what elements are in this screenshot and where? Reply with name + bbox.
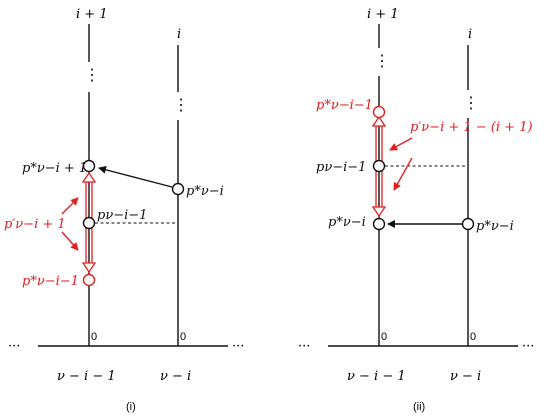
- annotation-label: p′ν−i + 1: [4, 217, 66, 232]
- label-point-bottom: p*ν−i−1: [22, 274, 79, 289]
- zero-left: 0: [381, 331, 387, 343]
- label-bottom-right: ν − i: [450, 369, 481, 384]
- annotation-arrow-up: [61, 197, 79, 215]
- point-bottom: [372, 217, 386, 231]
- vertical-ellipsis-left: ⋮: [84, 65, 100, 84]
- zero-right: 0: [470, 331, 476, 343]
- zero-right: 0: [180, 331, 186, 343]
- caption-ii: (ii): [413, 401, 425, 413]
- ellipsis-left: ···: [8, 339, 20, 354]
- zero-left: 0: [91, 331, 97, 343]
- label-bottom-left: ν − i − 1: [347, 369, 406, 384]
- label-column-i: i: [177, 27, 181, 42]
- label-point-mid: pν−i−1: [97, 208, 147, 223]
- point-top: [372, 105, 386, 119]
- annotation-label: p′ν−i + 1 − (i + 1): [410, 120, 533, 135]
- vertical-ellipsis-left: ⋮: [374, 51, 390, 70]
- label-bottom-left: ν − i − 1: [57, 369, 116, 384]
- point-right: [171, 182, 185, 196]
- point-right: [461, 217, 475, 231]
- point-top: [82, 159, 96, 173]
- label-column-i-plus-1: i + 1: [76, 7, 108, 22]
- label-point-mid: pν−i−1: [316, 160, 366, 175]
- label-point-right: p*ν−i: [476, 219, 514, 234]
- annotation-arrow-down: [61, 231, 79, 251]
- panel-i: i + 1 i ⋮ ⋮ ··· ··· 0 0 ν − i − 1 ν − i …: [4, 7, 244, 413]
- ellipsis-left: ···: [298, 339, 310, 354]
- vertical-ellipsis-right: ⋮: [173, 95, 189, 114]
- ellipsis-right: ···: [522, 339, 534, 354]
- panel-ii: i + 1 i ⋮ ⋮ ··· ··· 0 0 ν − i − 1 ν − i …: [298, 7, 534, 413]
- label-column-i: i: [468, 27, 472, 42]
- point-mid: [82, 216, 96, 230]
- point-bottom: [82, 273, 96, 287]
- label-bottom-right: ν − i: [160, 369, 191, 384]
- point-mid: [372, 159, 386, 173]
- label-point-right: p*ν−i: [186, 184, 224, 199]
- arrow-transfer: [98, 165, 173, 188]
- vertical-ellipsis-right: ⋮: [463, 93, 479, 112]
- label-point-bottom: p*ν−i: [328, 215, 366, 230]
- label-column-i-plus-1: i + 1: [367, 7, 399, 22]
- ellipsis-right: ···: [232, 339, 244, 354]
- label-point-top: p*ν−i−1: [316, 98, 373, 113]
- caption-i: (i): [126, 401, 136, 413]
- annotation-arrow-down: [393, 157, 413, 191]
- label-point-top: p*ν−i + 1: [22, 161, 87, 176]
- annotation-arrow-up: [389, 137, 413, 151]
